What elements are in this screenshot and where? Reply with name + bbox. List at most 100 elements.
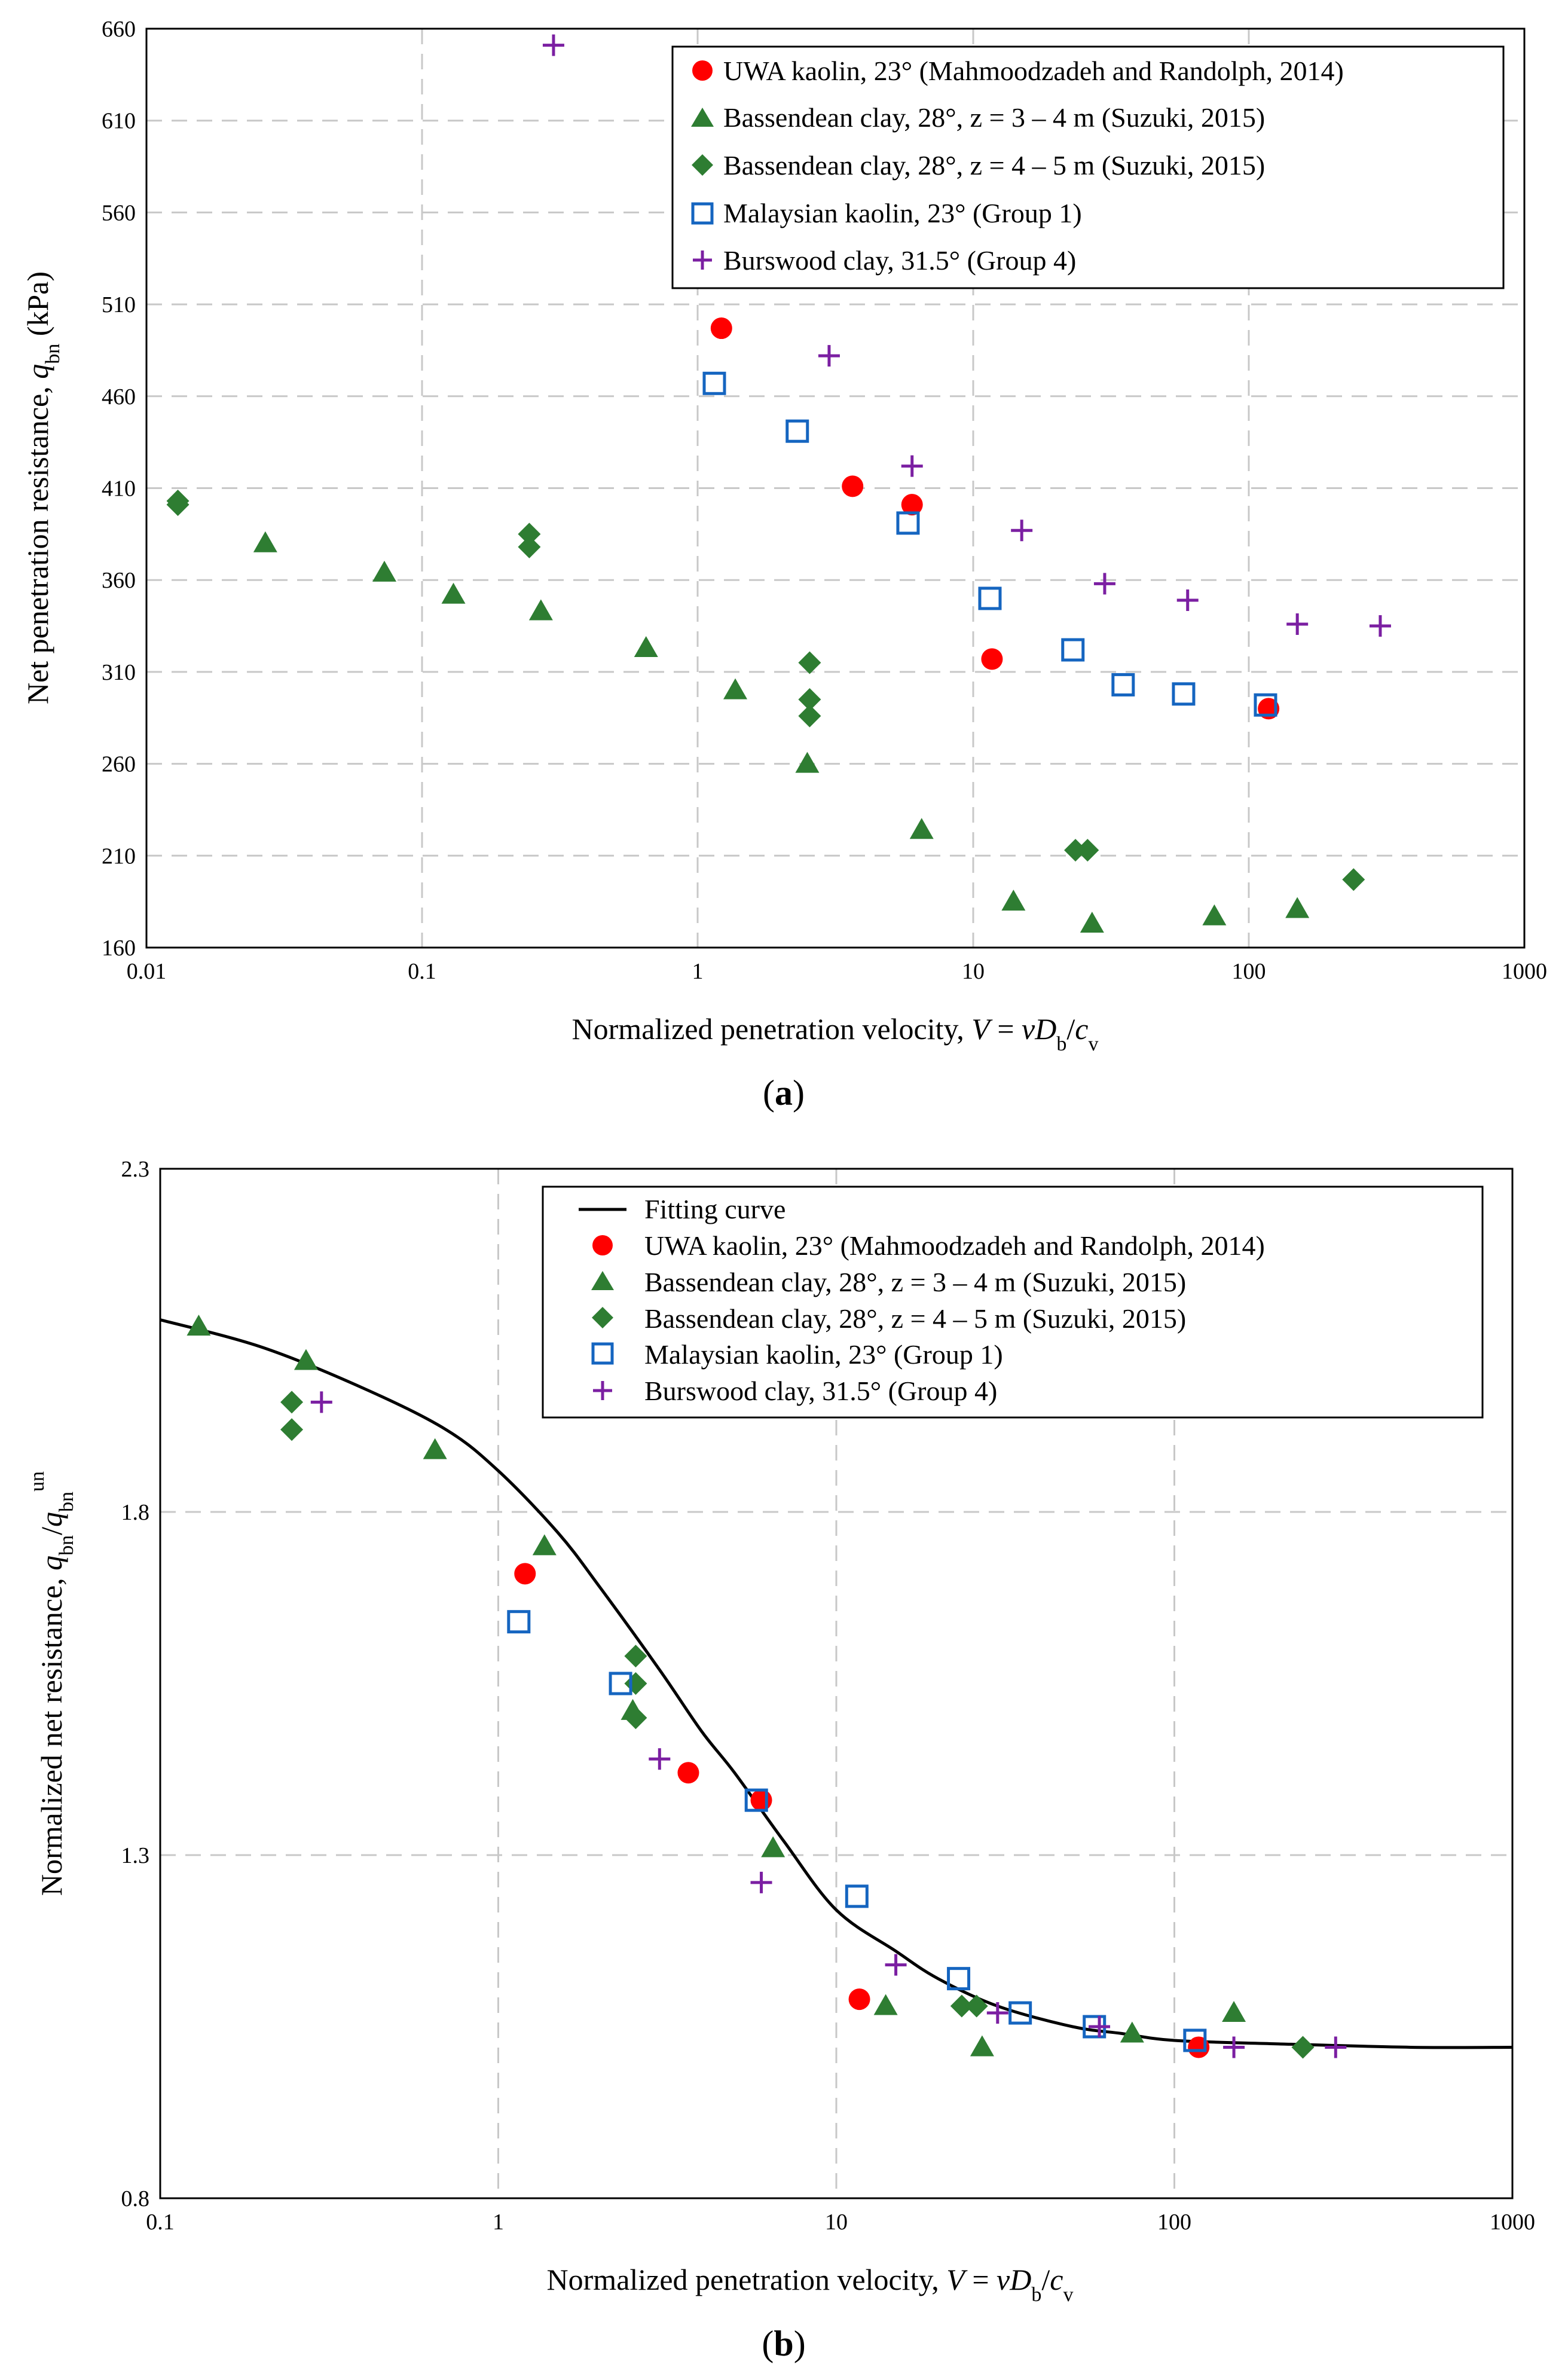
chart-b-point-bassendean-clay-28-z-3-4: [873, 1994, 898, 2015]
chart-b-point-malaysian-kaolin-23-grou: [609, 1672, 632, 1695]
chart-b-point-uwa-kaolin-23-mahmoodzad: [514, 1563, 536, 1585]
chart-b-point-burswood-clay-31-5-group: [885, 1954, 907, 1976]
chart-b-point-bassendean-clay-28-z-3-4: [294, 1349, 318, 1370]
chart-b-y-tick-label: 1.8: [121, 1500, 150, 1525]
chart-a-point-bassendean-clay-28-z-4-5: [798, 651, 821, 674]
chart-a-point-malaysian-kaolin-23-grou: [896, 511, 920, 535]
chart-a-point-bassendean-clay-28-z-3-4: [253, 531, 277, 552]
chart-b-point-uwa-kaolin-23-mahmoodzad: [848, 1988, 870, 2011]
chart-a-point-bassendean-clay-28-z-4-5: [1076, 839, 1099, 862]
chart-a-point-bassendean-clay-28-z-3-4: [1202, 904, 1227, 925]
chart-b: 0.1 1 10 100 1000 0.8 1.3 1.8 2.3 Normalized net…: [26, 1157, 1535, 2363]
chart-a-y-tick-label: 610: [102, 109, 136, 134]
chart-b-point-malaysian-kaolin-23-grou: [507, 1610, 531, 1634]
chart-b-tick-labels: 0.1 1 10 100 1000 0.8 1.3 1.8 2.3: [121, 1157, 1536, 2235]
chart-b-point-burswood-clay-31-5-group: [986, 2002, 1008, 2024]
chart-b-legend-label-burswood: Burswood clay, 31.5° (Group 4): [644, 1376, 997, 1406]
chart-a-point-bassendean-clay-28-z-3-4: [723, 678, 748, 699]
chart-b-point-bassendean-clay-28-z-3-4: [532, 1534, 557, 1556]
chart-a-y-axis-label: Net penetration resistance, qbn (kPa): [21, 271, 64, 704]
chart-a-point-bassendean-clay-28-z-4-5: [798, 704, 821, 728]
chart-a-legend-label-bass34: Bassendean clay, 28°, z = 3 – 4 m (Suzuk…: [723, 102, 1265, 133]
chart-a-legend-label-uwa: UWA kaolin, 23° (Mahmoodzadeh and Randol…: [723, 56, 1344, 86]
chart-b-point-bassendean-clay-28-z-3-4: [761, 1836, 785, 1857]
chart-a-x-tick-label: 100: [1232, 959, 1266, 984]
legend-marker-malaysian: [691, 202, 714, 225]
chart-a-point-bassendean-clay-28-z-3-4: [634, 636, 658, 657]
chart-b-point-burswood-clay-31-5-group: [310, 1391, 332, 1413]
chart-b-x-axis-label: Normalized penetration velocity, V = vDb…: [547, 2263, 1074, 2306]
chart-a-y-tick-label: 360: [102, 568, 136, 593]
chart-b-point-uwa-kaolin-23-mahmoodzad: [750, 1789, 772, 1811]
chart-b-point-bassendean-clay-28-z-3-4: [423, 1438, 447, 1459]
chart-b-point-bassendean-clay-28-z-3-4: [970, 2035, 994, 2057]
chart-a-tick-labels: 0.01 0.1 1 10 100 1000 160 210 260 310 360 410 460 51…: [102, 17, 1547, 984]
legend-marker-bassendean-4-5: [692, 154, 713, 176]
chart-b-point-bassendean-clay-28-z-4-5: [280, 1391, 304, 1414]
chart-a: 0.01 0.1 1 10 100 1000 160 210 260 310 360 410 460 51…: [21, 17, 1547, 1113]
chart-a-y-tick-label: 160: [102, 936, 136, 961]
chart-a-y-tick-label: 260: [102, 752, 136, 777]
chart-b-x-tick-label: 1: [493, 2210, 504, 2235]
legend-marker-burswood: [693, 250, 712, 270]
chart-b-x-tick-label: 0.1: [146, 2210, 175, 2235]
chart-a-point-bassendean-clay-28-z-4-5: [166, 493, 189, 517]
chart-a-y-tick-label: 460: [102, 384, 136, 410]
chart-b-legend-label-bass34: Bassendean clay, 28°, z = 3 – 4 m (Suzuk…: [644, 1267, 1186, 1297]
chart-b-x-tick-label: 100: [1157, 2210, 1191, 2235]
chart-a-point-malaysian-kaolin-23-grou: [1061, 638, 1085, 662]
chart-a-y-tick-label: 660: [102, 17, 136, 42]
chart-a-point-malaysian-kaolin-23-grou: [978, 586, 1002, 610]
legend-marker-bassendean-3-4: [691, 108, 714, 127]
legend-b-marker-malaysian: [591, 1342, 614, 1365]
chart-b-legend-label-malaysian: Malaysian kaolin, 23° (Group 1): [644, 1339, 1003, 1370]
panel-b-label: (b): [762, 2324, 805, 2363]
chart-b-point-bassendean-clay-28-z-4-5: [280, 1418, 304, 1441]
chart-a-point-uwa-kaolin-23-mahmoodzad: [901, 494, 923, 516]
chart-a-point-bassendean-clay-28-z-3-4: [1285, 897, 1310, 918]
chart-a-x-axis-label: Normalized penetration velocity, V = vDb…: [572, 1012, 1099, 1055]
chart-b-point-burswood-clay-31-5-group: [649, 1748, 671, 1770]
chart-b-legend-box: [542, 1186, 1484, 1419]
chart-b-point-malaysian-kaolin-23-grou: [1008, 2001, 1032, 2025]
chart-b-point-bassendean-clay-28-z-4-5: [624, 1645, 647, 1668]
chart-b-plot-frame: [159, 1168, 1514, 2199]
legend-b-marker-bassendean-3-4: [591, 1271, 614, 1290]
chart-a-point-malaysian-kaolin-23-grou: [702, 371, 726, 395]
chart-a-point-malaysian-kaolin-23-grou: [1172, 682, 1196, 706]
chart-a-y-tick-label: 210: [102, 844, 136, 869]
legend-b-marker-burswood: [593, 1381, 612, 1400]
chart-a-point-bassendean-clay-28-z-4-5: [518, 523, 541, 546]
chart-a-point-bassendean-clay-28-z-3-4: [372, 560, 396, 582]
chart-a-point-malaysian-kaolin-23-grou: [785, 419, 809, 443]
chart-a-x-tick-label: 0.01: [127, 959, 167, 984]
chart-a-legend-label-bass45: Bassendean clay, 28°, z = 4 – 5 m (Suzuk…: [723, 150, 1265, 181]
chart-b-point-bassendean-clay-28-z-4-5: [624, 1706, 647, 1730]
chart-b-legend-label-uwa: UWA kaolin, 23° (Mahmoodzadeh and Randol…: [644, 1230, 1265, 1261]
chart-b-marks: [187, 1315, 1347, 2059]
chart-a-point-burswood-clay-31-5-group: [1176, 589, 1199, 612]
chart-b-point-uwa-kaolin-23-mahmoodzad: [677, 1762, 699, 1784]
chart-b-point-bassendean-clay-28-z-4-5: [950, 1994, 973, 2018]
chart-b-x-tick-label: 10: [825, 2210, 848, 2235]
chart-a-point-uwa-kaolin-23-mahmoodzad: [710, 317, 732, 340]
chart-b-point-bassendean-clay-28-z-4-5: [624, 1672, 647, 1695]
chart-a-point-uwa-kaolin-23-mahmoodzad: [981, 648, 1003, 670]
chart-a-plot-frame: [145, 28, 1526, 949]
chart-b-point-burswood-clay-31-5-group: [1223, 2036, 1245, 2058]
chart-b-legend: Fitting curve UWA kaolin, 23° (Mahmoodza…: [542, 1186, 1484, 1419]
chart-a-y-tick-label: 310: [102, 660, 136, 685]
chart-b-y-tick-label: 1.3: [121, 1843, 150, 1868]
chart-a-point-bassendean-clay-28-z-3-4: [909, 818, 934, 839]
chart-a-x-tick-label: 1: [692, 959, 704, 984]
chart-a-point-bassendean-clay-28-z-4-5: [798, 688, 821, 711]
chart-a-point-bassendean-clay-28-z-4-5: [1342, 868, 1365, 891]
chart-b-point-malaysian-kaolin-23-grou: [1183, 2028, 1207, 2052]
chart-b-point-burswood-clay-31-5-group: [750, 1871, 772, 1893]
chart-b-legend-label-fit: Fitting curve: [644, 1194, 785, 1224]
chart-a-y-tick-label: 510: [102, 292, 136, 317]
chart-a-point-bassendean-clay-28-z-3-4: [528, 599, 553, 621]
chart-a-legend: UWA kaolin, 23° (Mahmoodzadeh and Randol…: [671, 45, 1505, 289]
legend-marker-uwa: [692, 60, 713, 81]
chart-a-legend-box: [671, 45, 1505, 289]
